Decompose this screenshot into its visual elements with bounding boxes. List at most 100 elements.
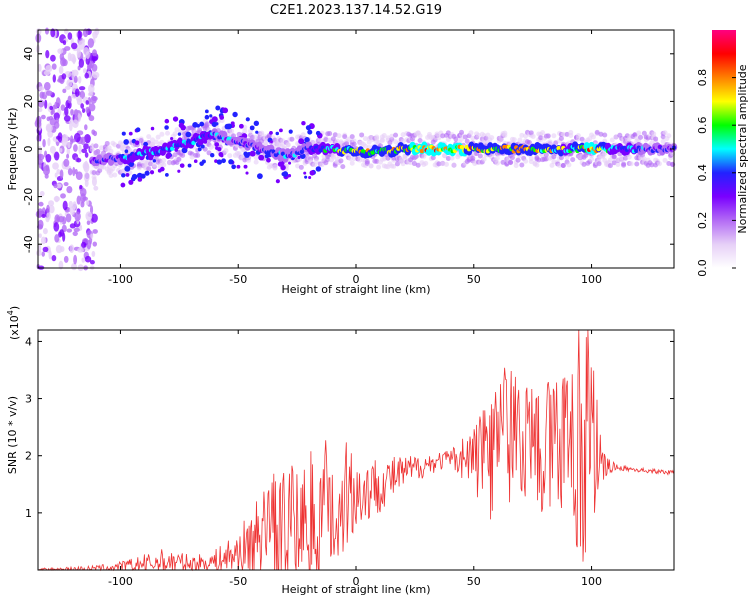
spectrogram-halo-cell [349, 134, 355, 140]
spectrogram-noise-cell [63, 182, 69, 187]
spectrogram-halo-cell [489, 135, 495, 141]
spectrogram-x-tick-label: 100 [581, 273, 602, 286]
spectrogram-noise-cell [70, 42, 78, 50]
spectrogram-halo-cell [660, 138, 666, 144]
spectrogram-noise-cell [77, 247, 84, 253]
spectrogram-scatter-cell [193, 159, 198, 164]
spectrogram-noise-cell [85, 56, 90, 65]
spectrogram-halo-cell [172, 152, 178, 158]
spectrogram-halo-cell [136, 161, 142, 167]
spectrogram-noise-cell [91, 213, 98, 223]
spectrogram-halo-cell [330, 152, 336, 158]
spectrogram-halo-cell [602, 132, 608, 138]
spectrogram-noise-cell [37, 158, 44, 166]
spectrogram-halo-cell [526, 140, 532, 146]
spectrogram-noise-cell [38, 201, 44, 207]
spectrogram-halo-cell [575, 136, 581, 142]
spectrogram-scatter-cell [165, 173, 169, 177]
spectrogram-halo-cell [391, 163, 397, 169]
spectrogram-halo-cell [385, 135, 391, 141]
spectrogram-noise-cell [66, 79, 73, 88]
spectrogram-halo-cell [477, 153, 483, 159]
spectrogram-halo-cell [613, 134, 619, 140]
spectrogram-halo-cell [411, 161, 417, 167]
spectrogram-halo-cell [357, 157, 363, 163]
spectrogram-scatter-cell [304, 137, 310, 143]
spectrogram-noise-cell [50, 54, 56, 62]
spectrogram-halo-cell [91, 174, 97, 180]
spectrogram-halo-cell [590, 134, 596, 140]
spectrogram-scatter-cell [275, 179, 280, 184]
spectrogram-halo-cell [622, 155, 628, 161]
spectrogram-halo-cell [208, 144, 214, 150]
spectrogram-ridge-peak [459, 145, 465, 150]
spectrogram-scatter-cell [299, 153, 306, 159]
spectrogram-scatter-cell [204, 109, 209, 114]
spectrogram-scatter-cell [120, 182, 126, 188]
spectrogram-x-ticks: -100 -50 0 50 100 [108, 30, 602, 286]
spectrogram-halo-cell [204, 121, 210, 127]
spectrogram-scatter-cell [243, 164, 248, 169]
spectrogram-halo-cell [389, 133, 395, 139]
spectrogram-noise-cell [46, 211, 51, 221]
spectrogram-scatter-cell [305, 125, 311, 131]
spectrogram-halo-cell [174, 127, 180, 133]
spectrogram-scatter-cell [277, 161, 283, 167]
spectrogram-halo-cell [523, 158, 529, 164]
spectrogram-noise-cell [85, 200, 90, 206]
spectrogram-halo-cell [415, 162, 421, 168]
spectrogram-noise-cell [59, 148, 63, 153]
spectrogram-scatter-cell [249, 125, 255, 131]
spectrogram-halo-cell [502, 130, 508, 136]
colorbar-tick-label: 0.8 [696, 69, 709, 87]
spectrogram-halo-cell [253, 159, 259, 165]
spectrogram-halo-cell [440, 161, 446, 167]
spectrogram-halo-cell [119, 145, 125, 151]
spectrogram-ridge-peak [634, 148, 639, 154]
snr-x-tick-label: 50 [467, 575, 481, 588]
spectrogram-halo-cell [359, 132, 365, 138]
spectrogram-scatter-cell [179, 163, 185, 168]
spectrogram-ridge-peak [419, 148, 425, 154]
spectrogram-halo-cell [159, 131, 165, 137]
spectrogram-noise-cell [62, 200, 68, 211]
spectrogram-noise-cell [54, 101, 58, 110]
spectrogram-halo-cell [615, 162, 621, 168]
spectrogram-halo-cell [289, 136, 295, 142]
spectrogram-noise-cell [66, 228, 73, 233]
spectrogram-scatter-cell [303, 171, 307, 175]
spectrogram-halo-cell [598, 131, 604, 137]
spectrogram-scatter-cell [140, 173, 146, 179]
spectrogram-halo-cell [149, 141, 155, 147]
snr-y-scale-exp: 4 [6, 310, 15, 315]
spectrogram-halo-cell [344, 141, 350, 147]
spectrogram-noise-cell [74, 211, 81, 222]
spectrogram-noise-cell [88, 84, 95, 94]
spectrogram-halo-cell [494, 155, 500, 161]
spectrogram-scatter-cell [315, 166, 322, 172]
snr-y-tick-label: 3 [25, 393, 32, 406]
spectrogram-halo-cell [430, 155, 436, 161]
spectrogram-noise-cell [41, 213, 46, 218]
spectrogram-scatter-cell [124, 165, 131, 172]
spectrogram-scatter-cell [152, 159, 157, 163]
spectrogram-noise-cell [81, 257, 86, 263]
spectrogram-scatter-cell [121, 131, 126, 136]
spectrogram-halo-cell [459, 129, 465, 135]
spectrogram-noise-cell [37, 63, 42, 72]
spectrogram-scatter-cell [124, 149, 129, 154]
spectrogram-halo-cell [364, 159, 370, 165]
colorbar-tick-label: 0.4 [696, 164, 709, 182]
spectrogram-halo-cell [609, 137, 615, 143]
spectrogram-noise-cell [77, 75, 82, 84]
spectrogram-scatter-cell [258, 154, 265, 161]
spectrogram-halo-cell [653, 136, 659, 142]
spectrogram-halo-cell [112, 172, 118, 178]
snr-y-tick-label: 4 [25, 335, 32, 348]
spectrogram-scatter-cell [238, 123, 244, 129]
spectrogram-halo-cell [436, 161, 442, 167]
snr-y-scale-base: (x10 [8, 315, 21, 340]
spectrogram-noise-cell [93, 185, 99, 191]
spectrogram-halo-cell [594, 129, 600, 135]
spectrogram-halo-cell [368, 163, 374, 169]
